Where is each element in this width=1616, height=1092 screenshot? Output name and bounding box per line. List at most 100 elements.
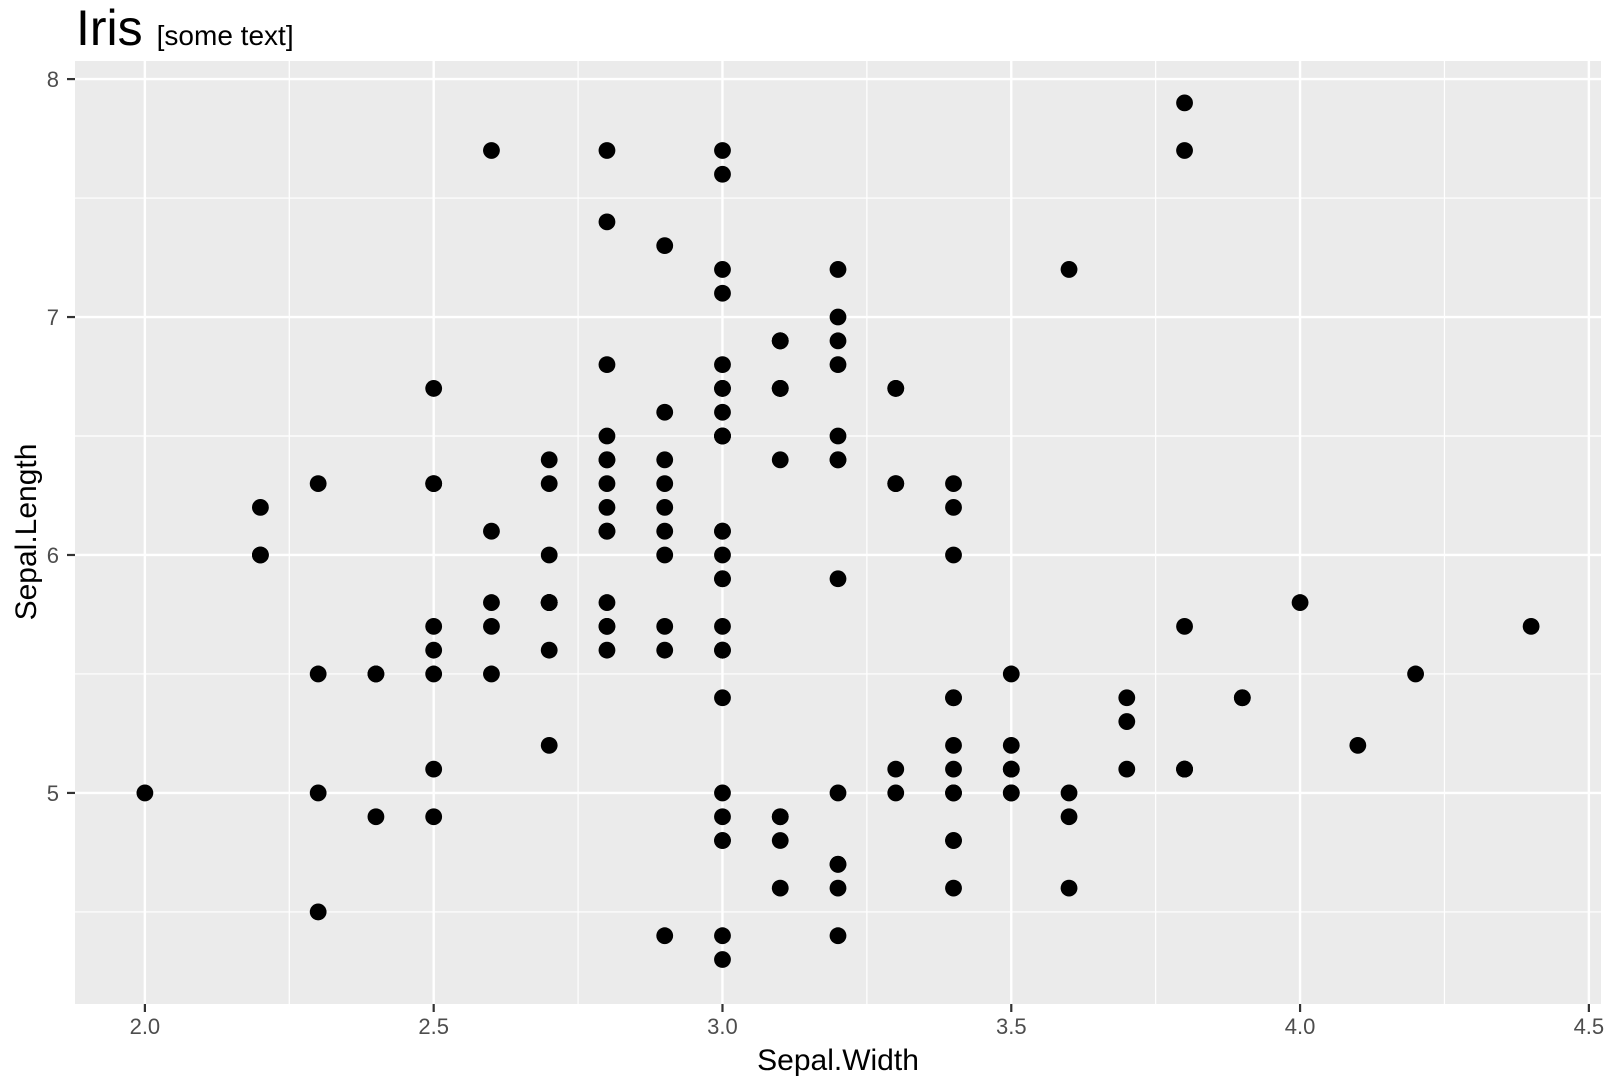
data-point [714, 522, 731, 540]
data-point [136, 784, 154, 802]
data-point [1118, 713, 1136, 730]
data-point [656, 403, 674, 421]
data-point [425, 641, 443, 659]
data-point [309, 665, 327, 683]
data-point [887, 760, 905, 778]
data-point [425, 617, 443, 635]
data-point [309, 903, 327, 921]
data-point [1349, 736, 1367, 754]
data-point [714, 832, 731, 849]
data-point [945, 546, 962, 564]
data-point [1060, 879, 1078, 897]
data-point [1522, 617, 1540, 635]
x-tick-label: 2.0 [130, 1014, 161, 1039]
data-point [309, 475, 327, 493]
data-point [540, 546, 558, 564]
data-point [1002, 665, 1020, 683]
data-point [1060, 784, 1078, 802]
data-point [656, 475, 674, 493]
data-point [771, 380, 789, 397]
data-point [945, 689, 962, 707]
data-point [714, 403, 731, 421]
data-point [714, 427, 731, 445]
data-point [945, 879, 962, 897]
data-point [1233, 689, 1251, 707]
data-point [829, 451, 847, 469]
y-tick-label: 8 [47, 67, 59, 92]
data-point [945, 760, 962, 778]
data-point [714, 165, 731, 183]
data-point [714, 570, 731, 588]
data-point [714, 784, 731, 802]
x-tick-label: 3.5 [996, 1014, 1027, 1039]
data-point [309, 784, 327, 802]
data-point [771, 832, 789, 849]
data-point [771, 808, 789, 826]
data-point [714, 142, 731, 159]
y-tick-label: 5 [47, 781, 59, 806]
data-point [252, 498, 269, 516]
data-point [425, 808, 443, 826]
data-point [598, 356, 616, 374]
data-point [829, 332, 847, 350]
data-point [829, 879, 847, 897]
data-point [714, 951, 731, 968]
plot-title-annotation: [some text] [156, 20, 294, 51]
data-point [540, 475, 558, 493]
data-point [483, 665, 500, 683]
data-point [540, 594, 558, 611]
data-point [367, 808, 385, 826]
data-point [656, 546, 674, 564]
data-point [771, 451, 789, 469]
data-point [656, 522, 674, 540]
data-point [714, 808, 731, 826]
y-tick-label: 6 [47, 543, 59, 568]
data-point [425, 665, 443, 683]
data-point [598, 475, 616, 493]
data-point [714, 927, 731, 945]
data-point [540, 736, 558, 754]
data-point [656, 237, 674, 255]
data-point [1176, 617, 1193, 635]
data-point [483, 522, 500, 540]
x-tick-label: 4.0 [1285, 1014, 1316, 1039]
data-point [598, 594, 616, 611]
data-point [1176, 142, 1193, 159]
data-point [1118, 760, 1136, 778]
data-point [598, 427, 616, 445]
data-point [656, 498, 674, 516]
data-point [714, 261, 731, 278]
data-point [656, 451, 674, 469]
data-point [1060, 261, 1078, 278]
data-point [483, 142, 500, 159]
data-point [598, 617, 616, 635]
data-point [656, 927, 674, 945]
data-point [425, 475, 443, 493]
data-point [1291, 594, 1309, 611]
data-point [252, 546, 269, 564]
data-point [829, 427, 847, 445]
data-point [945, 784, 962, 802]
data-point [425, 380, 443, 397]
data-point [1176, 94, 1193, 112]
data-point [829, 855, 847, 873]
data-point [829, 570, 847, 588]
plot-title: Iris [some text] [76, 1, 294, 56]
data-point [1118, 689, 1136, 707]
data-point [771, 879, 789, 897]
data-point [714, 284, 731, 302]
x-tick-label: 4.5 [1574, 1014, 1605, 1039]
data-point [540, 451, 558, 469]
data-point [1176, 760, 1193, 778]
data-point [714, 689, 731, 707]
data-point [829, 261, 847, 278]
y-tick-label: 7 [47, 305, 59, 330]
data-point [425, 760, 443, 778]
data-point [945, 498, 962, 516]
plot-title-main: Iris [76, 0, 143, 56]
panel-background [75, 61, 1601, 1004]
data-point [483, 617, 500, 635]
data-point [1060, 808, 1078, 826]
data-point [367, 665, 385, 683]
